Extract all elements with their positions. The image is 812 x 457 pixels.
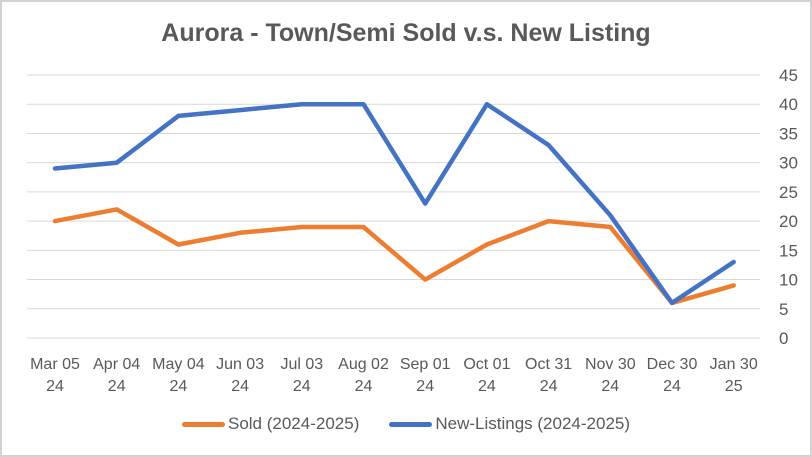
y-tick-label: 45 [779,66,798,85]
x-tick-label: Oct 01 [463,356,510,373]
x-tick-label: Oct 31 [525,356,572,373]
sold-legend-label: Sold (2024-2025) [227,414,360,433]
new-listings-line [52,101,736,306]
sold-line [52,207,736,306]
x-tick-label: Jun 03 [216,356,264,373]
x-tick-label: Mar 05 [30,356,80,373]
y-tick-label: 0 [779,329,788,348]
x-tick-label-year: 24 [540,378,558,395]
x-tick-label: Nov 30 [585,356,636,373]
sold-legend-swatch [181,421,225,427]
x-tick-label: Dec 30 [647,356,698,373]
x-tick-label: Apr 04 [93,356,140,373]
y-tick-label: 20 [779,212,798,231]
x-tick-label-year: 24 [663,378,681,395]
y-tick-label: 40 [779,95,798,114]
chart-title: Aurora - Town/Semi Sold v.s. New Listing [161,19,651,47]
x-tick-label: Aug 02 [338,356,389,373]
x-tick-label-year: 24 [170,378,188,395]
y-tick-label: 25 [779,183,798,202]
x-tick-label: Jan 30 [710,356,758,373]
x-tick-label-year: 24 [355,378,373,395]
x-tick-label-year: 24 [601,378,619,395]
x-tick-label-year: 24 [108,378,126,395]
x-tick-label: May 04 [152,356,205,373]
y-tick-label: 35 [779,124,798,143]
legend: Sold (2024-2025) New-Listings (2024-2025… [2,414,810,434]
x-tick-label: Sep 01 [400,356,451,373]
y-tick-label: 10 [779,271,798,290]
y-tick-label: 5 [779,300,788,319]
y-tick-label: 15 [779,241,798,260]
x-tick-label-year: 24 [478,378,496,395]
x-tick-label-year: 24 [293,378,311,395]
y-tick-label: 30 [779,154,798,173]
legend-item-new-listings: New-Listings (2024-2025) [389,414,630,434]
x-tick-label-year: 24 [416,378,434,395]
x-tick-label-year: 25 [725,378,743,395]
new-listings-legend-label: New-Listings (2024-2025) [435,414,631,433]
x-tick-label: Jul 03 [280,356,323,373]
new-listings-legend-swatch [389,421,433,427]
x-tick-label-year: 24 [46,378,64,395]
legend-item-sold: Sold (2024-2025) [181,414,360,434]
x-tick-label-year: 24 [231,378,249,395]
